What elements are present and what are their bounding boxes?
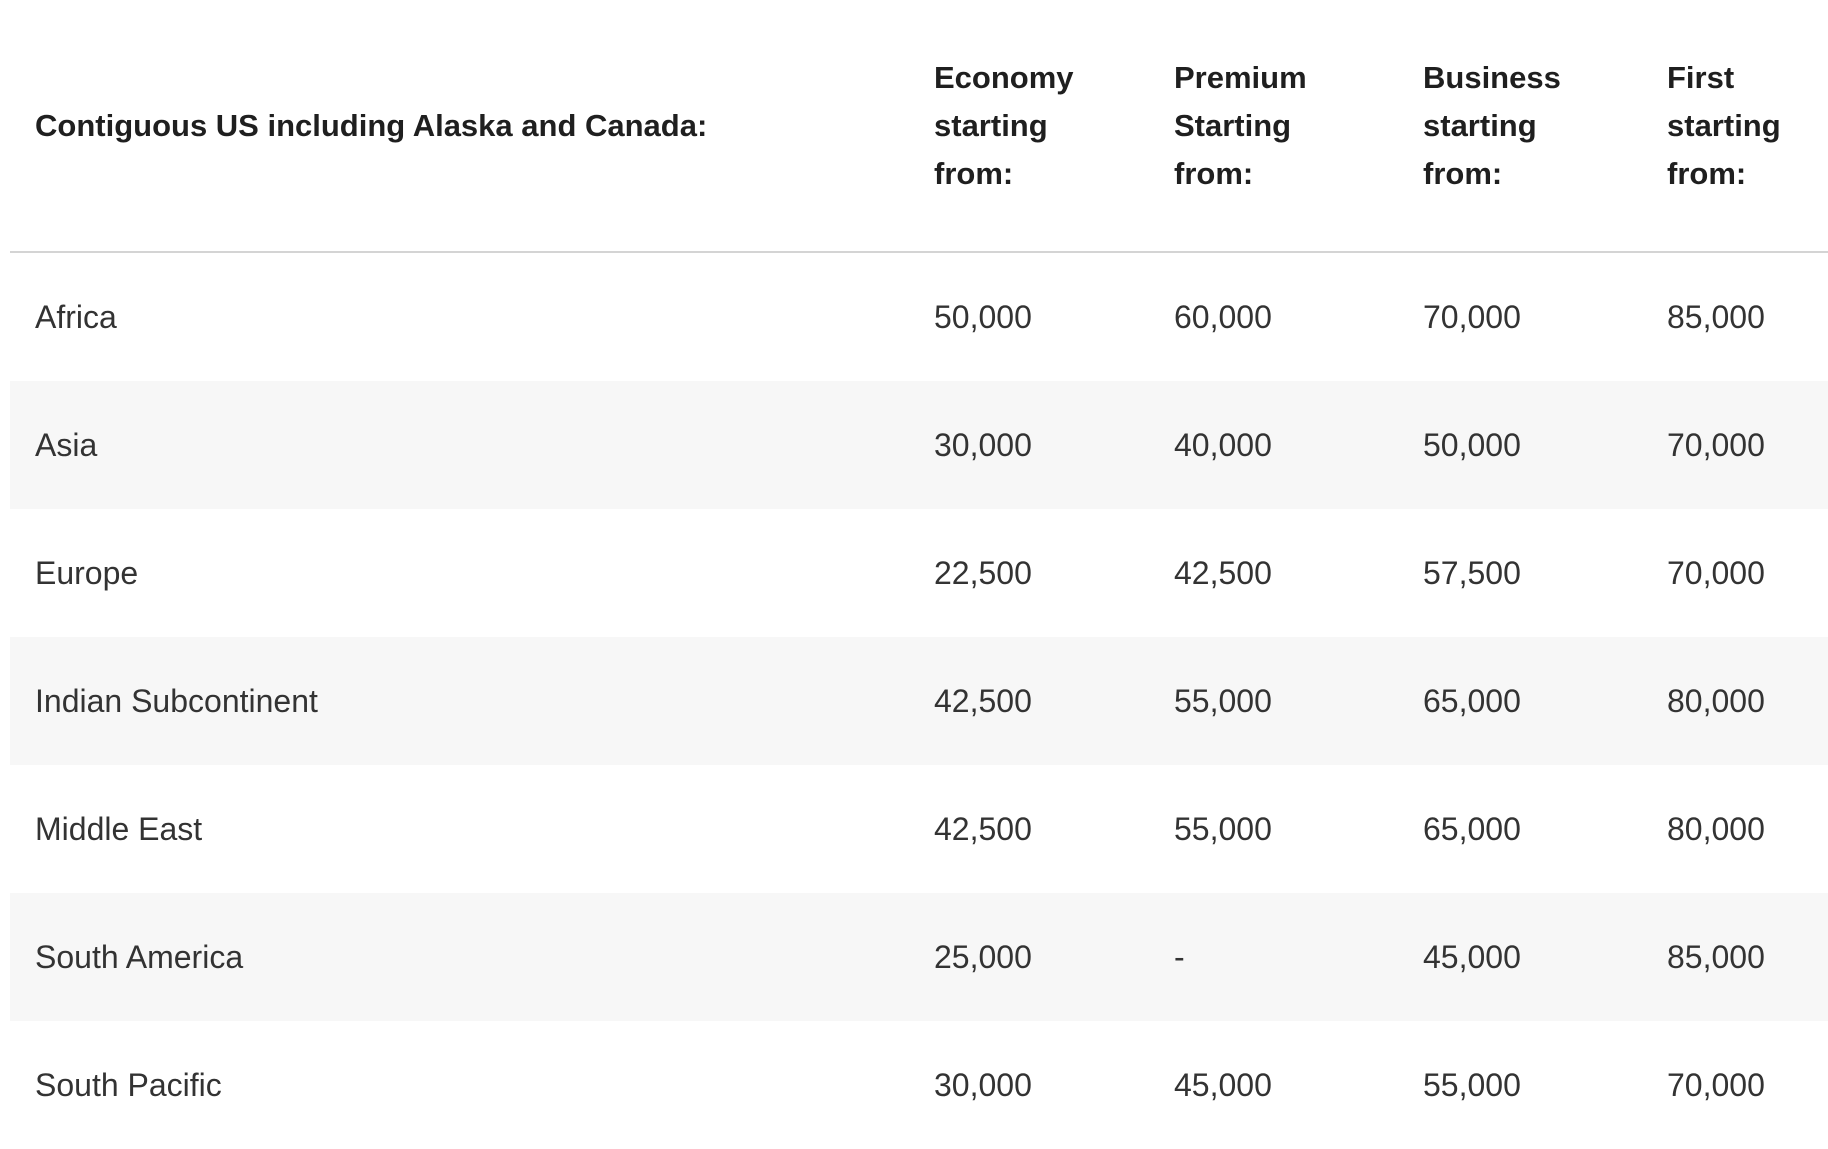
business-cell: 55,000: [1423, 1066, 1521, 1103]
region-column-header: Contiguous US including Alaska and Canad…: [10, 0, 934, 253]
header-line: Premium: [1174, 59, 1307, 95]
header-line: from:: [1667, 155, 1747, 191]
economy-cell: 30,000: [934, 1066, 1032, 1103]
business-cell: 65,000: [1423, 810, 1521, 847]
economy-cell: 30,000: [934, 381, 1174, 509]
economy-column-header: Economy starting from:: [934, 0, 1174, 253]
business-cell: 50,000: [1423, 381, 1667, 509]
header-line: Starting: [1174, 107, 1292, 143]
business-cell: 65,000: [1423, 637, 1667, 765]
economy-cell: 42,500: [934, 810, 1032, 847]
region-cell: Europe: [35, 554, 139, 591]
header-line: starting: [1423, 107, 1537, 143]
economy-cell: 42,500: [934, 637, 1174, 765]
first-cell: 85,000: [1667, 893, 1828, 1021]
first-cell: 70,000: [1667, 1066, 1765, 1103]
premium-cell: 45,000: [1174, 1066, 1272, 1103]
table-row: Indian Subcontinent 42,500 55,000 65,000…: [10, 637, 1828, 765]
business-column-header: Business starting from:: [1423, 0, 1667, 253]
first-cell: 70,000: [1667, 554, 1765, 591]
table-row: South America 25,000 - 45,000 85,000: [10, 893, 1828, 1021]
economy-cell: 22,500: [934, 554, 1032, 591]
first-cell: 80,000: [1667, 810, 1765, 847]
header-row: Contiguous US including Alaska and Canad…: [10, 0, 1828, 253]
premium-column-header: Premium Starting from:: [1174, 0, 1423, 253]
first-cell: 85,000: [1667, 298, 1765, 335]
table-row: Asia 30,000 40,000 50,000 70,000: [10, 381, 1828, 509]
header-line: from:: [1423, 155, 1503, 191]
region-cell: Middle East: [35, 810, 203, 847]
header-line: Business: [1423, 59, 1561, 95]
business-cell: 57,500: [1423, 554, 1521, 591]
table-row: Africa 50,000 60,000 70,000 85,000: [10, 252, 1828, 381]
region-cell: South Pacific: [35, 1066, 222, 1103]
premium-cell: 55,000: [1174, 810, 1272, 847]
first-cell: 80,000: [1667, 637, 1828, 765]
first-column-header: First starting from:: [1667, 0, 1828, 253]
table-header: Contiguous US including Alaska and Canad…: [10, 0, 1828, 253]
business-cell: 70,000: [1423, 298, 1521, 335]
premium-cell: 55,000: [1174, 637, 1423, 765]
premium-cell: 40,000: [1174, 381, 1423, 509]
region-cell: Asia: [10, 381, 934, 509]
region-cell: South America: [10, 893, 934, 1021]
award-chart-table: Contiguous US including Alaska and Canad…: [10, 0, 1828, 1149]
header-line: starting: [934, 107, 1048, 143]
economy-cell: 25,000: [934, 893, 1174, 1021]
economy-cell: 50,000: [934, 298, 1032, 335]
table-row: Middle East 42,500 55,000 65,000 80,000: [10, 765, 1828, 893]
table-body: Africa 50,000 60,000 70,000 85,000 Asia …: [10, 252, 1828, 1149]
header-line: from:: [1174, 155, 1254, 191]
header-line: Economy: [934, 59, 1074, 95]
premium-cell: 42,500: [1174, 554, 1272, 591]
header-line: starting: [1667, 107, 1781, 143]
first-cell: 70,000: [1667, 381, 1828, 509]
table-row: Europe 22,500 42,500 57,500 70,000: [10, 509, 1828, 637]
header-line: First: [1667, 59, 1735, 95]
business-cell: 45,000: [1423, 893, 1667, 1021]
region-cell: Africa: [35, 298, 117, 335]
header-line: from:: [934, 155, 1014, 191]
premium-cell: 60,000: [1174, 298, 1272, 335]
premium-cell: -: [1174, 893, 1423, 1021]
region-cell: Indian Subcontinent: [10, 637, 934, 765]
table-row: South Pacific 30,000 45,000 55,000 70,00…: [10, 1021, 1828, 1149]
